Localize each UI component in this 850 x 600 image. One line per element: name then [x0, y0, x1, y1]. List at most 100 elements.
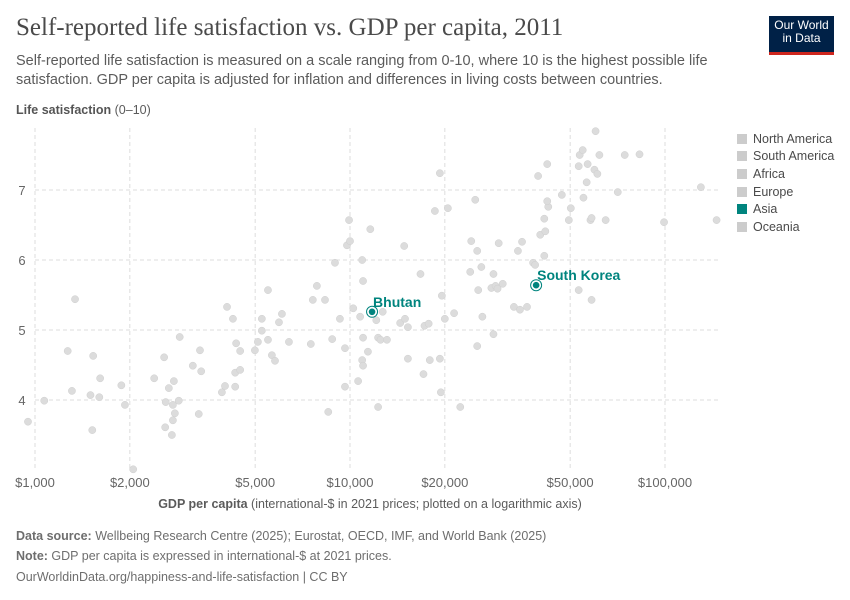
data-point[interactable] [150, 374, 159, 383]
data-point[interactable] [431, 207, 439, 215]
data-point[interactable] [258, 326, 266, 335]
data-point[interactable] [425, 356, 434, 364]
data-point[interactable] [467, 237, 476, 245]
data-point[interactable] [404, 354, 412, 363]
data-point[interactable] [437, 388, 445, 397]
data-point[interactable] [356, 312, 364, 321]
owid-logo[interactable]: Our World in Data [769, 16, 834, 55]
data-point[interactable] [438, 291, 446, 300]
data-point[interactable] [540, 214, 549, 223]
data-point[interactable] [86, 391, 95, 399]
data-point[interactable] [574, 162, 583, 171]
data-point[interactable] [175, 333, 184, 341]
data-point[interactable] [587, 214, 596, 222]
data-point[interactable] [534, 172, 542, 180]
data-point[interactable] [440, 314, 449, 323]
legend-item-asia[interactable]: Asia [737, 200, 834, 218]
data-point[interactable] [493, 284, 502, 293]
data-point[interactable] [477, 263, 486, 271]
data-point[interactable] [582, 178, 591, 187]
data-point[interactable] [188, 361, 197, 370]
highlighted-point[interactable] [532, 281, 540, 289]
data-point[interactable] [635, 150, 644, 159]
data-point[interactable] [541, 227, 550, 236]
data-point[interactable] [372, 316, 381, 325]
data-point[interactable] [196, 346, 204, 355]
data-point[interactable] [194, 410, 203, 418]
data-point[interactable] [341, 382, 349, 391]
data-point[interactable] [63, 347, 72, 355]
data-point[interactable] [498, 279, 507, 288]
legend-item-africa[interactable]: Africa [737, 165, 834, 183]
data-point[interactable] [478, 312, 487, 321]
data-point[interactable] [566, 204, 575, 213]
data-point[interactable] [341, 344, 349, 353]
data-point[interactable] [489, 270, 498, 278]
data-point[interactable] [595, 151, 604, 159]
data-point[interactable] [171, 409, 179, 418]
data-point[interactable] [96, 374, 105, 383]
data-point[interactable] [71, 295, 79, 304]
data-point[interactable] [164, 384, 173, 392]
data-point[interactable] [88, 426, 97, 434]
data-point[interactable] [416, 270, 425, 278]
data-point[interactable] [345, 216, 353, 224]
data-point[interactable] [359, 361, 367, 370]
data-point[interactable] [358, 256, 367, 264]
data-point[interactable] [489, 330, 498, 339]
data-point[interactable] [254, 338, 262, 346]
data-point[interactable] [161, 423, 170, 432]
data-point[interactable] [404, 323, 412, 332]
data-point[interactable] [593, 170, 602, 178]
data-point[interactable] [346, 237, 354, 245]
data-point[interactable] [474, 286, 483, 294]
data-point[interactable] [264, 286, 272, 294]
data-point[interactable] [697, 183, 705, 192]
data-point[interactable] [620, 151, 629, 159]
data-point[interactable] [223, 303, 231, 311]
data-point[interactable] [712, 216, 721, 224]
data-point[interactable] [466, 268, 475, 276]
data-point[interactable] [278, 310, 286, 318]
data-point[interactable] [236, 366, 245, 374]
data-point[interactable] [306, 340, 315, 348]
data-point[interactable] [221, 382, 229, 390]
data-point[interactable] [540, 251, 549, 260]
data-point[interactable] [117, 381, 126, 390]
data-point[interactable] [229, 314, 237, 323]
data-point[interactable] [359, 277, 367, 285]
data-point[interactable] [24, 417, 32, 426]
data-point[interactable] [424, 319, 433, 328]
data-point[interactable] [285, 338, 293, 346]
data-point[interactable] [376, 335, 385, 344]
data-point[interactable] [232, 339, 240, 348]
highlighted-point[interactable] [368, 308, 376, 316]
data-point[interactable] [169, 416, 177, 425]
source-url[interactable]: OurWorldinData.org/happiness-and-life-sa… [16, 570, 348, 584]
data-point[interactable] [264, 335, 272, 344]
data-point[interactable] [660, 218, 668, 227]
data-point[interactable] [251, 346, 259, 355]
data-point[interactable] [68, 387, 76, 395]
data-point[interactable] [308, 296, 317, 304]
data-point[interactable] [557, 191, 566, 199]
data-point[interactable] [95, 393, 104, 402]
data-point[interactable] [354, 377, 362, 385]
data-point[interactable] [564, 216, 573, 224]
data-point[interactable] [396, 319, 405, 327]
data-point[interactable] [450, 309, 458, 318]
data-point[interactable] [583, 160, 592, 168]
data-point[interactable] [236, 347, 245, 355]
legend-item-south-america[interactable]: South America [737, 148, 834, 166]
data-point[interactable] [436, 169, 444, 178]
data-point[interactable] [601, 216, 610, 224]
data-point[interactable] [378, 307, 387, 316]
data-point[interactable] [168, 431, 176, 439]
data-point[interactable] [518, 237, 526, 246]
data-point[interactable] [129, 465, 138, 474]
source-text[interactable]: Wellbeing Research Centre (2025); Eurost… [91, 529, 547, 543]
legend-item-north-america[interactable]: North America [737, 130, 834, 148]
data-point[interactable] [366, 225, 375, 234]
data-point[interactable] [218, 388, 226, 397]
data-point[interactable] [383, 335, 391, 344]
